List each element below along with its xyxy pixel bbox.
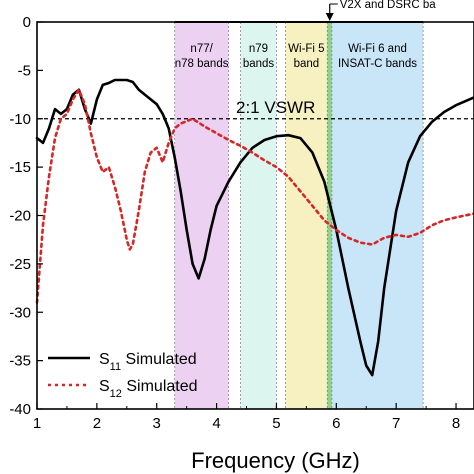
data-series: [35, 78, 474, 377]
y-tick-label: -5: [18, 62, 31, 79]
legend-label-s12-simulated: S12 Simulated: [99, 378, 198, 400]
x-tick-label: 2: [93, 415, 101, 432]
band-label-n79: bands: [243, 58, 275, 70]
axis-ticks: 1 2 3 4 5 6 7 80-5-10-15-20-25-30-35-40: [9, 14, 460, 432]
y-tick-label: -25: [9, 256, 31, 273]
legend-label-s11-simulated: S11 Simulated: [99, 351, 197, 373]
legend-label-rest: Simulated: [121, 351, 197, 368]
y-tick-label: -20: [9, 208, 31, 225]
annotation-arrow-head: [325, 13, 334, 21]
y-tick-label: -30: [9, 304, 31, 321]
y-tick-label: -15: [9, 159, 31, 176]
band-label-wi-fi-6-and-insat-c: Wi-Fi 6 and: [348, 43, 407, 55]
vswr-reference: 2:1 VSWR: [37, 98, 474, 120]
legend-subscript: 11: [110, 361, 121, 373]
x-tick-label: 8: [452, 415, 460, 432]
x-tick-label: 6: [332, 415, 340, 432]
band-label-wi-fi-5: band: [294, 58, 320, 70]
band-label-n79: n79: [249, 43, 268, 55]
band-label-n77-n78: n78 bands: [175, 58, 229, 70]
band-v2x-and-dsrc: [327, 22, 332, 409]
frequency-bands: [174, 21, 424, 409]
series-line-s12-simulated: [35, 88, 474, 304]
band-label-wi-fi-5: Wi-Fi 5: [288, 43, 324, 55]
x-tick-label: 4: [212, 415, 220, 432]
annotation-label: V2X and DSRC ba: [340, 0, 436, 11]
band-labels: n77/n78 bands n79 bands Wi-Fi 5 band Wi-Fi 6 …: [175, 43, 417, 70]
x-axis-title: Frequency (GHz): [191, 448, 360, 473]
band-annotation: V2X and DSRC ba: [325, 0, 436, 21]
x-tick-label: 1: [33, 415, 41, 432]
legend-label-rest: Simulated: [122, 378, 198, 395]
legend-subscript: 12: [110, 388, 122, 400]
band-label-n77-n78: n77/: [190, 43, 213, 55]
x-tick-label: 7: [392, 415, 400, 432]
legend: S11 Simulated S12 Simulated: [48, 351, 198, 400]
x-tick-label: 5: [272, 415, 280, 432]
y-tick-label: -35: [9, 353, 31, 370]
y-tick-label: -40: [9, 401, 31, 418]
y-tick-label: -10: [9, 111, 31, 128]
y-tick-label: 0: [23, 14, 31, 31]
vswr-label: 2:1 VSWR: [236, 98, 315, 117]
band-label-wi-fi-6-and-insat-c: INSAT-C bands: [338, 58, 417, 70]
x-tick-label: 3: [153, 415, 161, 432]
series-line-s11-simulated: [35, 78, 474, 377]
band-n79: [240, 22, 277, 409]
